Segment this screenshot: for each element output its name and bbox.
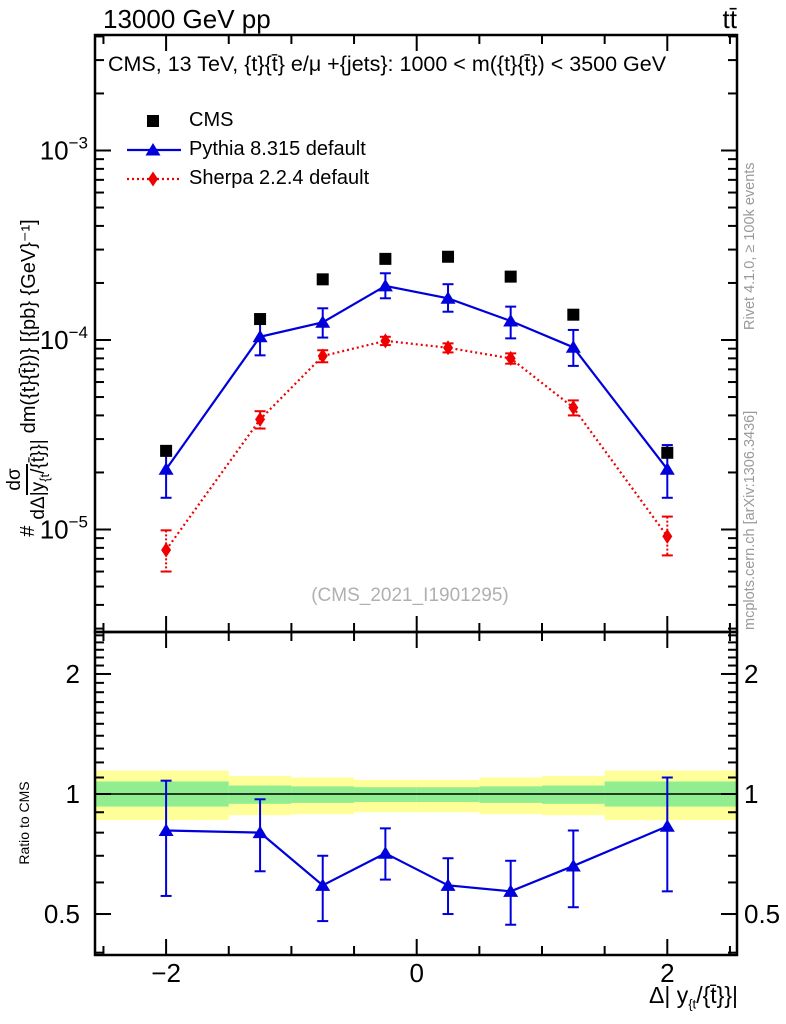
svg-text:2: 2 bbox=[66, 659, 80, 689]
ratio-axis-label: Ratio to CMS bbox=[16, 781, 32, 865]
pythia-marker-icon bbox=[127, 142, 181, 155]
y-label-prefix: # bbox=[16, 525, 39, 537]
legend-item-cms: CMS bbox=[126, 106, 369, 135]
y-axis-fraction: dσ dΔ|y{t/{t̄}}| bbox=[4, 439, 53, 520]
svg-text:2: 2 bbox=[660, 958, 674, 988]
legend-label: Sherpa 2.2.4 default bbox=[189, 167, 370, 189]
svg-text:1: 1 bbox=[66, 779, 80, 809]
mcplots-credit-note: mcplots.cern.ch [arXiv:1306.3436] bbox=[742, 410, 758, 630]
process-label: tt̄ bbox=[722, 4, 737, 34]
y-axis-label: # dσ dΔ|y{t/{t̄}}| dm({t}{t̄})} [{pb} {G… bbox=[4, 128, 53, 628]
svg-text:10−3: 10−3 bbox=[40, 134, 88, 166]
legend-label: CMS bbox=[189, 109, 234, 131]
legend-item-sherpa: Sherpa 2.2.4 default bbox=[126, 164, 369, 193]
y-fraction-denominator: dΔ|y{t/{t̄}}| bbox=[27, 439, 52, 520]
y-label-units: dm({t}{t̄})} [{pb} {GeV}⁻¹] bbox=[17, 219, 40, 434]
svg-text:0.5: 0.5 bbox=[44, 899, 80, 929]
beam-energy-label: 13000 GeV pp bbox=[103, 4, 271, 34]
x-axis-label: Δ| y{t/{t̄}}| bbox=[648, 982, 738, 1012]
legend: CMS Pythia 8.315 default Sherpa 2.2.4 de… bbox=[126, 106, 369, 193]
svg-text:10−5: 10−5 bbox=[40, 513, 88, 545]
plot-title: CMS, 13 TeV, {t}{t̄} e/μ +{jets}: 1000 <… bbox=[108, 52, 667, 76]
legend-label: Pythia 8.315 default bbox=[189, 138, 366, 160]
y-fraction-numerator: dσ bbox=[4, 464, 28, 495]
svg-text:0.5: 0.5 bbox=[744, 899, 780, 929]
svg-text:0: 0 bbox=[409, 958, 423, 988]
cms-marker-icon bbox=[147, 114, 159, 127]
analysis-id-watermark: (CMS_2021_I1901295) bbox=[311, 585, 509, 606]
sherpa-marker-icon bbox=[127, 171, 181, 186]
svg-text:2: 2 bbox=[744, 659, 758, 689]
svg-text:−2: −2 bbox=[151, 958, 181, 988]
svg-text:1: 1 bbox=[744, 779, 758, 809]
rivet-version-note: Rivet 4.1.0, ≥ 100k events bbox=[742, 162, 758, 330]
legend-item-pythia: Pythia 8.315 default bbox=[126, 135, 369, 164]
svg-text:10−4: 10−4 bbox=[40, 323, 88, 355]
